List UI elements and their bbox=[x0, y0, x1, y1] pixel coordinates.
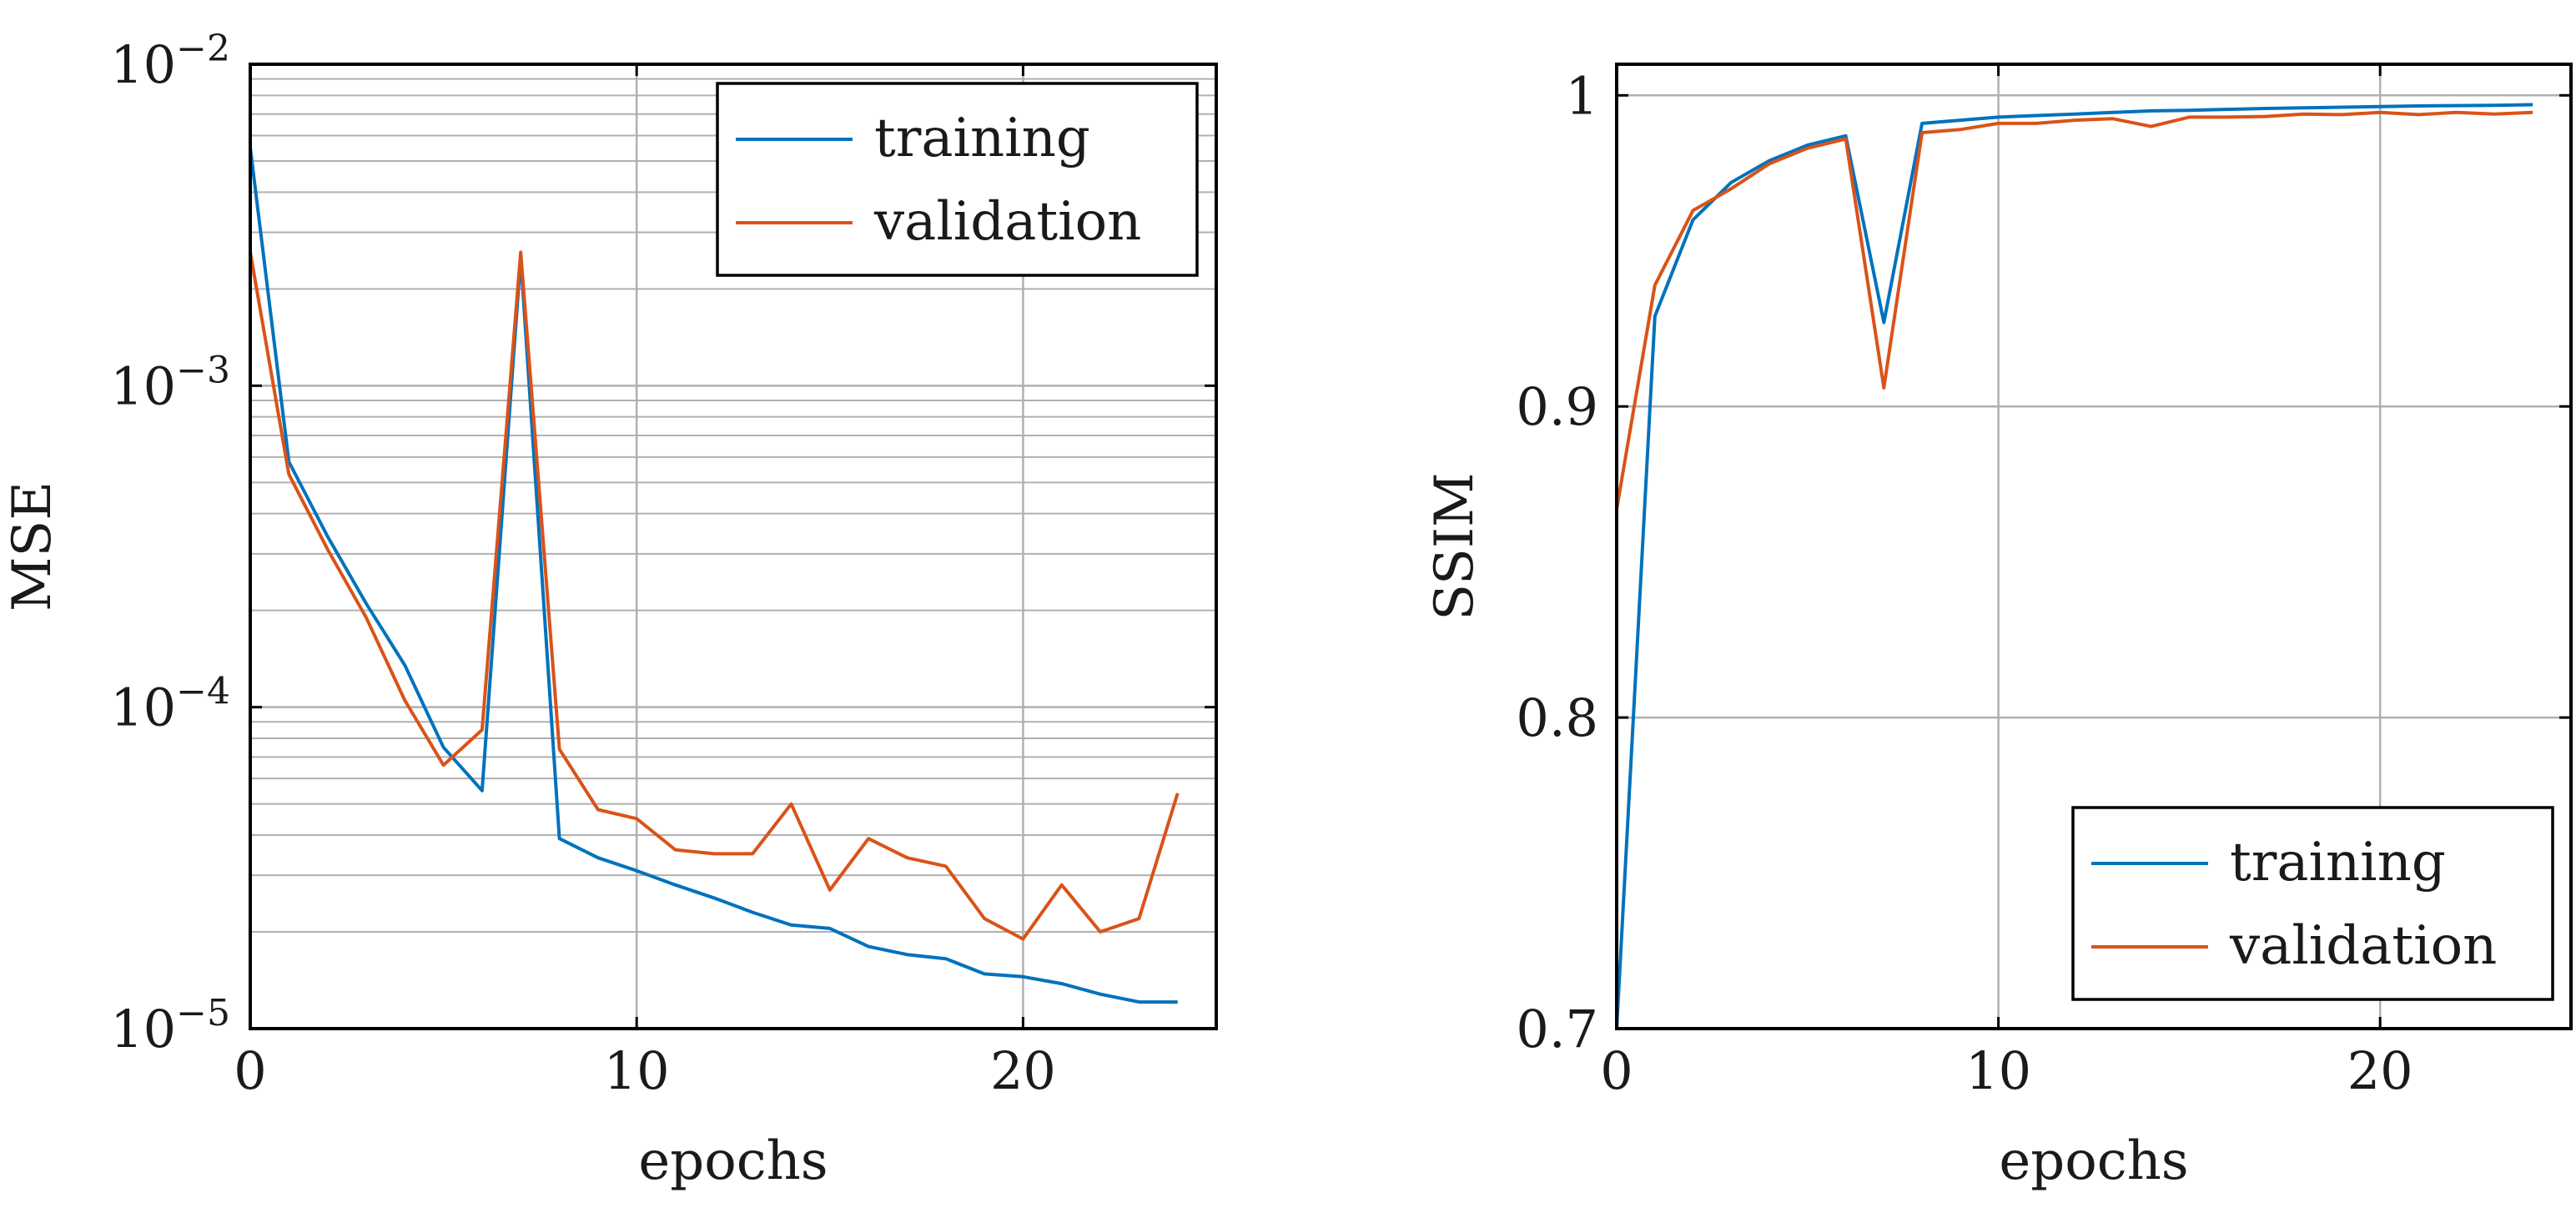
y-tick-label: 1 bbox=[1566, 65, 1598, 126]
x-axis-label: epochs bbox=[1999, 1130, 2188, 1192]
mse-chart: 0 10 2010−510−410−310−2epochsMSEtrainingva… bbox=[2, 28, 1218, 1192]
y-axis-label: SSIM bbox=[1424, 472, 1486, 620]
y-tick-label: 0.9 bbox=[1516, 376, 1598, 437]
series-line-training bbox=[249, 147, 1178, 1004]
x-tick-label: 20 bbox=[2347, 1040, 2413, 1101]
series-line-training bbox=[1615, 103, 2533, 1029]
axes-frame bbox=[249, 63, 1218, 1030]
series-line-validation bbox=[249, 250, 1180, 941]
y-tick-label-base: 10 bbox=[110, 355, 176, 416]
legend: training validation bbox=[716, 82, 1199, 277]
y-tick-label-base: 10 bbox=[110, 999, 176, 1059]
y-tick-label: 10−3 bbox=[110, 349, 230, 416]
y-axis-label: MSE bbox=[2, 481, 63, 612]
y-tick-label: 0.8 bbox=[1516, 687, 1598, 748]
y-tick-label-base: 10 bbox=[110, 677, 176, 738]
x-tick-label: 10 bbox=[604, 1040, 670, 1101]
x-tick-label: 0 bbox=[1600, 1040, 1633, 1101]
legend: training validation bbox=[2071, 806, 2554, 1001]
y-tick-label-exponent: −3 bbox=[176, 349, 230, 391]
y-tick-label: 10−5 bbox=[110, 992, 230, 1059]
legend-label-validation: validation bbox=[873, 191, 1141, 253]
ssim-chart: 0 10 20 0.7 0.8 0.9 1 epochs SSIM training validat… bbox=[1424, 63, 2573, 1192]
legend-box bbox=[716, 82, 1199, 277]
y-tick-label: 0.7 bbox=[1516, 999, 1598, 1059]
legend-label-training: training bbox=[874, 108, 1090, 169]
series-line-validation bbox=[1615, 110, 2533, 510]
y-tick-label: 10−4 bbox=[110, 671, 230, 738]
x-tick-label: 10 bbox=[1965, 1040, 2031, 1101]
y-tick-label-exponent: −2 bbox=[176, 28, 230, 70]
x-tick-label: 0 bbox=[234, 1040, 266, 1101]
axes-frame bbox=[1615, 63, 2573, 1030]
y-tick-label-exponent: −4 bbox=[176, 671, 230, 713]
x-axis-label: epochs bbox=[638, 1130, 828, 1192]
y-tick-label-base: 10 bbox=[110, 34, 176, 95]
legend-label-training: training bbox=[2230, 832, 2446, 893]
legend-label-validation: validation bbox=[2229, 915, 2497, 977]
legend-box bbox=[2071, 806, 2554, 1001]
x-tick-label: 20 bbox=[990, 1040, 1056, 1101]
y-tick-label-exponent: −5 bbox=[176, 992, 230, 1034]
y-tick-label: 10−2 bbox=[110, 28, 230, 95]
